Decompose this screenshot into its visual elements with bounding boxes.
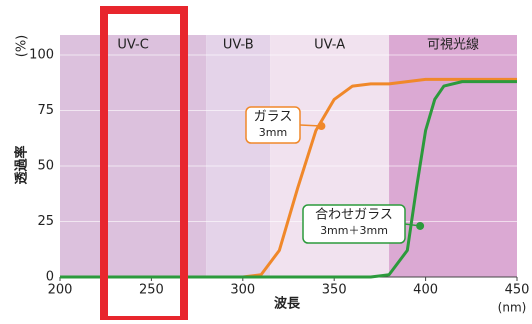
y-label: 透過率 (14, 145, 30, 184)
band-label: 可視光線 (427, 37, 479, 53)
x-unit: (nm) (498, 301, 527, 315)
annotation-text: 3mm (259, 126, 287, 139)
y-tick-label: 75 (37, 103, 54, 118)
annotation-text: 合わせガラス (315, 208, 393, 223)
annotation-text: ガラス (254, 110, 293, 125)
x-label: 波長 (274, 296, 301, 312)
band-label: UV-A (314, 38, 345, 53)
y-tick-label: 50 (37, 159, 54, 174)
line (60, 77, 517, 279)
y-unit: (%) (15, 35, 30, 58)
x-tick-label: 350 (322, 283, 347, 298)
y-tick-label: 0 (46, 270, 54, 285)
annotation-text: 3mm＋3mm (320, 224, 388, 237)
y-tick-label: 25 (37, 214, 54, 229)
x-tick-label: 200 (48, 283, 73, 298)
band (206, 35, 271, 277)
annotation-box (245, 106, 301, 144)
band-label: UV-B (223, 38, 254, 53)
y-tick-label: 100 (29, 48, 54, 63)
band-label: UV-C (117, 38, 148, 53)
annotation-point (416, 221, 425, 230)
x-tick-label: 400 (413, 283, 438, 298)
line (60, 80, 517, 279)
annotation-point (317, 122, 326, 131)
annotation-box (302, 204, 406, 244)
x-tick-label: 300 (230, 283, 255, 298)
x-tick-label: 450 (505, 283, 530, 298)
x-tick-label: 250 (139, 283, 164, 298)
